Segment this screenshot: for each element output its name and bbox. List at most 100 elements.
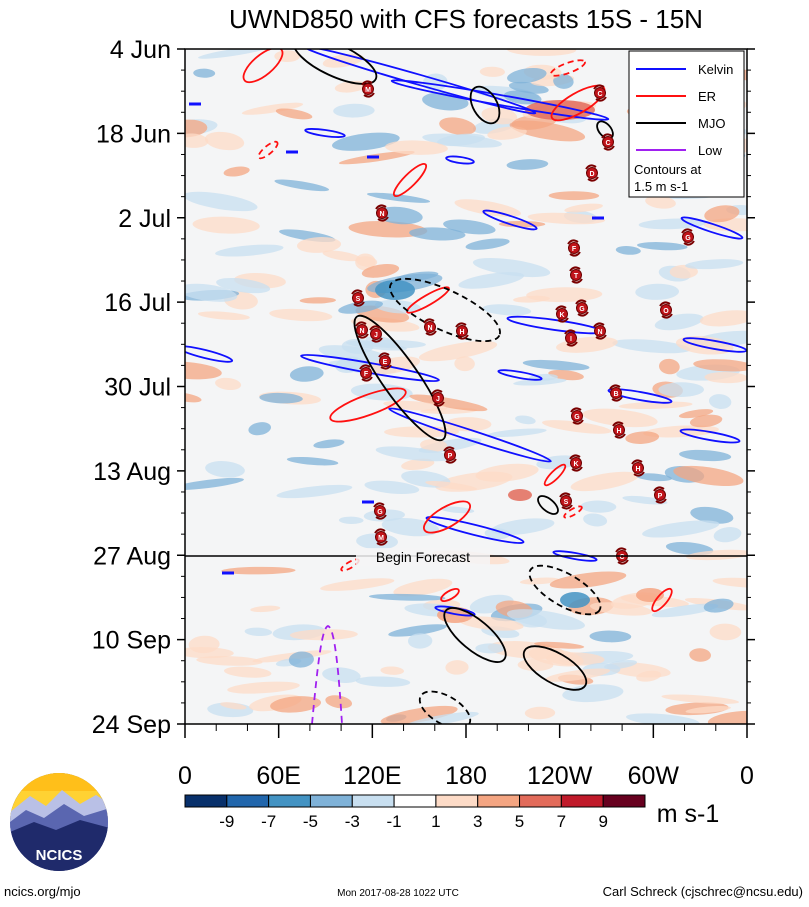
anomaly-patch [570, 471, 639, 492]
anomaly-patch [475, 643, 506, 654]
y-tick-label: 30 Jul [104, 374, 171, 402]
storm-label: H [459, 329, 464, 336]
anomaly-patch [689, 414, 723, 428]
colorbar-segment [268, 794, 311, 808]
anomaly-patch [320, 578, 395, 591]
anomaly-patch [679, 449, 732, 462]
anomaly-patch [244, 627, 273, 637]
storm-label: K [559, 312, 564, 319]
anomaly-patch [299, 297, 337, 304]
anomaly-patch [425, 481, 477, 491]
kelvin-contour [445, 155, 475, 165]
storm-label: E [383, 359, 388, 366]
anomaly-patch [318, 345, 394, 366]
colorbar-segment [560, 794, 604, 808]
anomaly-patch [296, 237, 342, 253]
anomaly-patch [482, 304, 532, 316]
storm-label: N [427, 325, 432, 332]
anomaly-patch [689, 648, 711, 662]
anomaly-patch [622, 495, 668, 505]
anomaly-patch [685, 549, 747, 561]
anomaly-patch [515, 415, 536, 425]
anomaly-patch [383, 400, 448, 411]
anomaly-patch [364, 480, 420, 495]
storm-label: B [613, 391, 618, 398]
anomaly-patch [193, 68, 216, 78]
kelvin-contour [680, 216, 744, 240]
anomaly-patch [364, 339, 426, 349]
legend: Kelvin ER MJO Low Contours at 1.5 m s-1 [628, 50, 745, 198]
kelvin-contour [304, 128, 346, 138]
anomaly-patch [368, 593, 446, 601]
storm-label: J [436, 396, 440, 403]
anomaly-patch [636, 670, 662, 682]
er-contour-dashed [563, 505, 583, 519]
er-contour [440, 588, 460, 602]
anomaly-patch [385, 140, 448, 155]
storm-label: F [364, 371, 369, 378]
mjo-contour-dashed [418, 690, 472, 724]
anomaly-patch [658, 358, 680, 375]
anomaly-patch [589, 630, 632, 643]
anomaly-patch [475, 463, 539, 482]
storm-marker: E [378, 352, 392, 370]
anomaly-patch [338, 300, 384, 314]
chart-title: UWND850 with CFS forecasts 15S - 15N [229, 4, 703, 34]
legend-note-line2: 1.5 m s-1 [634, 179, 688, 194]
anomaly-patch [348, 221, 428, 238]
colorbar-label: -7 [261, 812, 276, 831]
colorbar: -9 -7 -5 -3 -1 1 3 5 7 9 [184, 794, 646, 831]
er-contour [543, 463, 567, 487]
x-tick-label: 120W [527, 762, 593, 790]
anomaly-patch [384, 426, 460, 438]
storm-marker: G [570, 407, 584, 425]
anomaly-patch [658, 382, 705, 398]
anomaly-patch [221, 566, 296, 575]
storm-markers: M C C D N G F T S G O K N J N H N E I F B J G H P K H P G S M C [351, 80, 695, 565]
anomaly-patch [367, 192, 431, 203]
anomaly-patch [506, 609, 585, 630]
anomaly-patch [420, 439, 448, 452]
anomaly-patch [526, 287, 603, 303]
storm-label: C [619, 554, 624, 561]
anomaly-patch [534, 641, 585, 649]
anomaly-patch [250, 605, 281, 613]
colorbar-segment [226, 794, 270, 808]
storm-label: H [635, 466, 640, 473]
y-tick-label: 10 Sep [92, 627, 171, 655]
anomaly-patch [286, 457, 339, 466]
kelvin-contour [552, 550, 598, 562]
anomaly-patch [288, 651, 314, 668]
colorbar-segment [351, 794, 395, 808]
storm-label: D [589, 171, 594, 178]
anomaly-patch [522, 359, 590, 371]
anomaly-core [508, 489, 532, 501]
anomaly-patch [491, 518, 555, 535]
legend-label: MJO [698, 116, 725, 131]
er-contour [392, 162, 428, 198]
storm-marker: O [659, 301, 673, 319]
anomaly-patch [409, 394, 488, 412]
storm-marker: N [593, 322, 607, 340]
anomaly-patch [248, 422, 271, 436]
anomaly-patch [275, 108, 313, 120]
y-tick-label: 24 Sep [92, 711, 171, 739]
storm-marker: G [373, 502, 387, 520]
anomaly-patch [409, 227, 466, 241]
mjo-contour [292, 49, 378, 85]
anomaly-patch [440, 506, 475, 514]
mjo-contour [522, 645, 588, 691]
legend-label: ER [698, 89, 716, 104]
anomaly-patch [487, 126, 527, 140]
anomaly-patch [454, 356, 475, 372]
mjo-contour [537, 495, 559, 515]
storm-marker: G [575, 299, 589, 317]
storm-label: M [378, 535, 384, 542]
storm-marker: H [612, 421, 626, 439]
x-axis-labels: 0 60E 120E 180 120W 60W 0 [178, 762, 754, 790]
storm-label: T [574, 273, 579, 280]
storm-label: I [570, 336, 572, 343]
anomaly-patch [487, 428, 547, 438]
anomaly-patch [223, 166, 250, 177]
colorbar-label: -5 [303, 812, 318, 831]
